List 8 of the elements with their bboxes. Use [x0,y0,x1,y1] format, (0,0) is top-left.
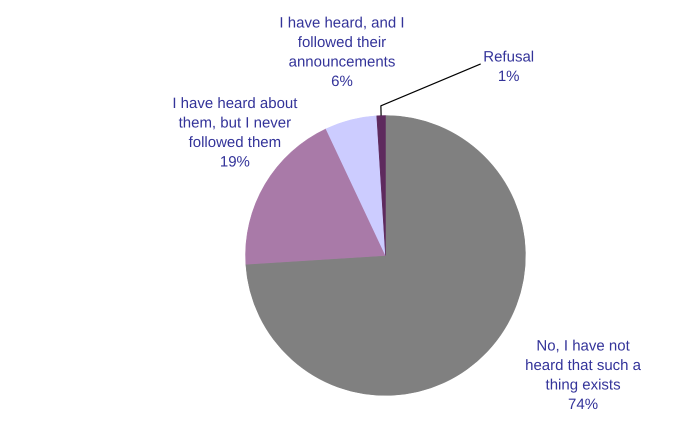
data-label: 6% [331,73,353,90]
slice-label: I have heard, and I followed their announcements [279,14,405,71]
data-label: 1% [498,68,520,85]
data-label: 19% [220,154,250,171]
data-label: 74% [568,396,598,414]
slice-label: Refusal [483,48,534,66]
slice-label: No, I have not heard that such a thing exists [525,337,642,394]
slice-label: I have heard about them, but I never followed them [172,94,298,152]
